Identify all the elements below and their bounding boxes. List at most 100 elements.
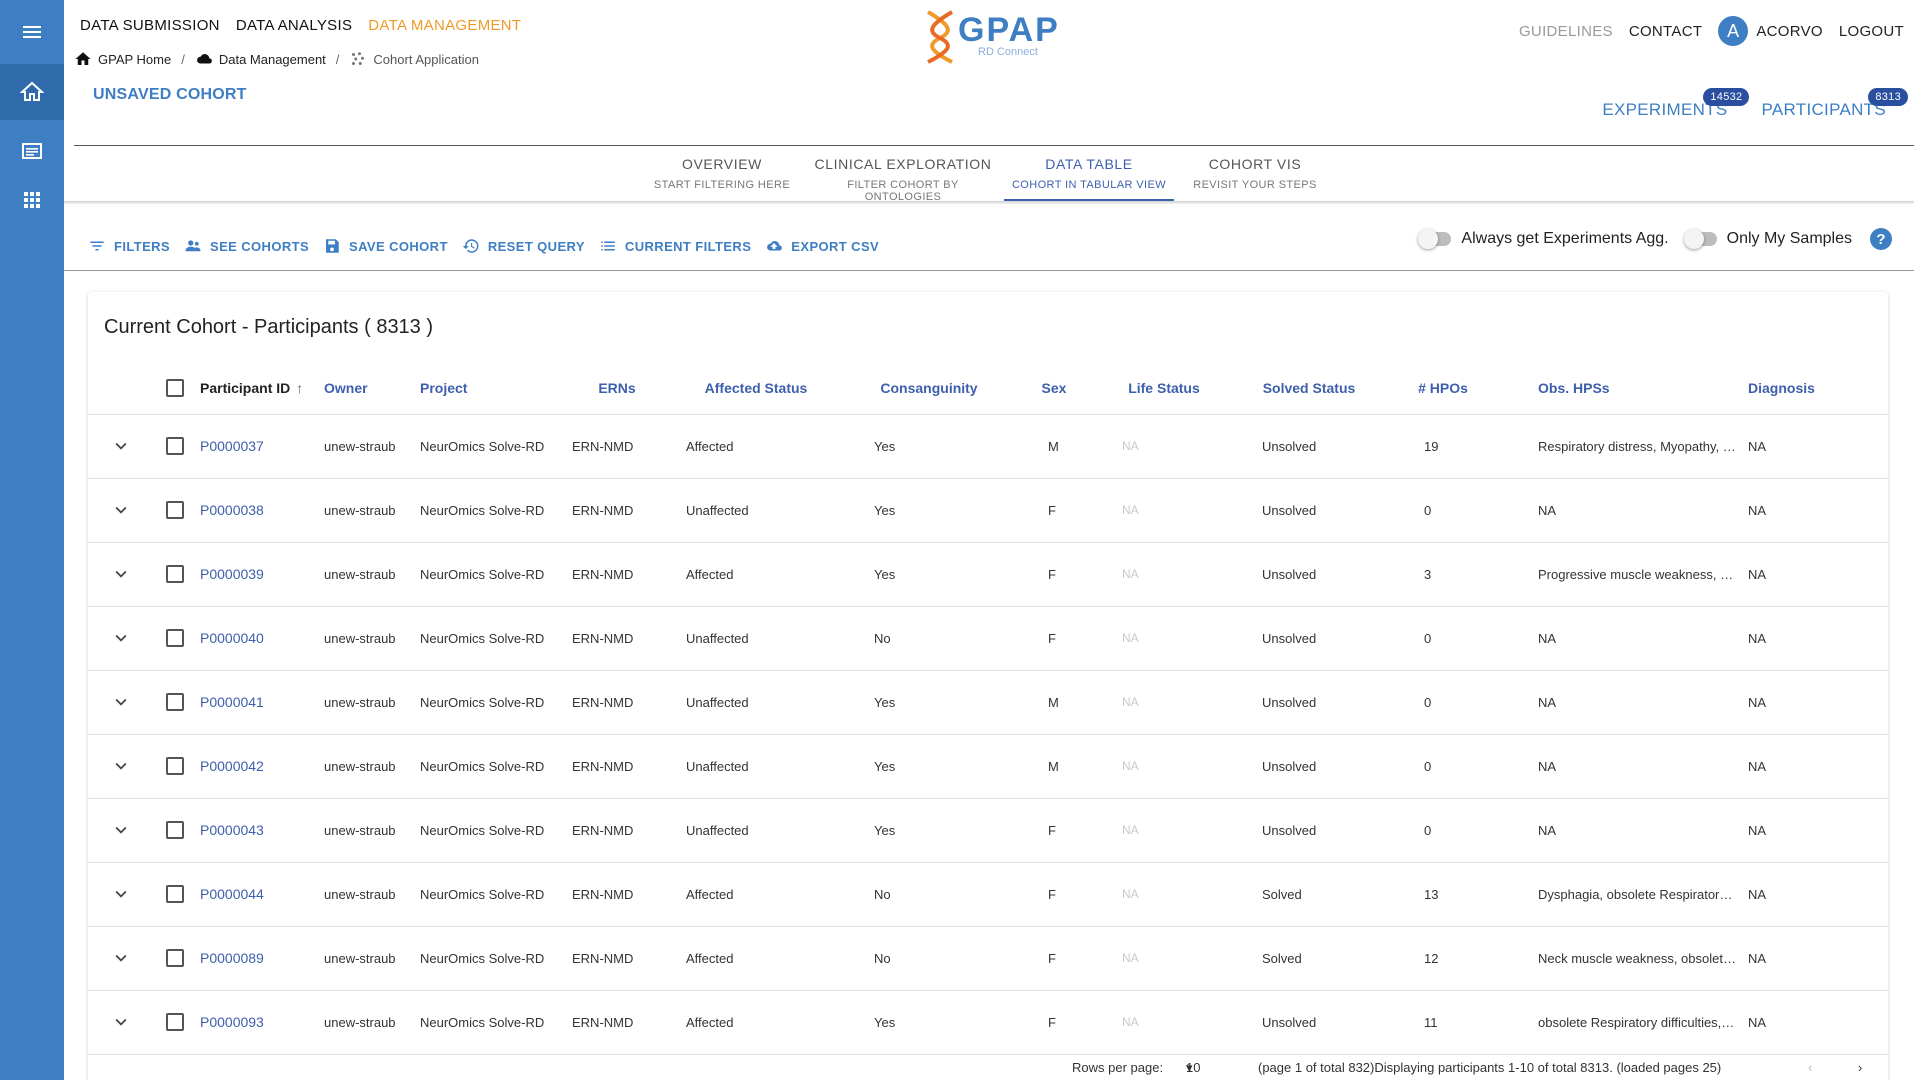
table-row[interactable]: P0000093 unew-straub NeurOmics Solve-RD ERN… — [88, 990, 1888, 1055]
table-row[interactable]: P0000041 unew-straub NeurOmics Solve-RD ERN… — [88, 670, 1888, 735]
see-cohorts-button[interactable]: SEE COHORTS — [184, 232, 309, 260]
experiments-agg-switch[interactable] — [1418, 229, 1452, 249]
participant-id-link[interactable]: P0000038 — [194, 478, 318, 543]
row-checkbox[interactable] — [166, 693, 184, 711]
menu-button[interactable] — [0, 0, 64, 64]
tab-cohort-vis[interactable]: COHORT VIS REVISIT YOUR STEPS — [1190, 146, 1320, 202]
participant-id-link[interactable]: P0000089 — [194, 926, 318, 991]
column-consanguinity[interactable]: Consanguinity — [844, 362, 1014, 415]
export-csv-button[interactable]: EXPORT CSV — [765, 232, 879, 260]
sort-ascending-icon[interactable]: ↑ — [296, 379, 304, 396]
breadcrumb-home[interactable]: GPAP Home — [74, 50, 171, 68]
column-participant-id[interactable]: Participant ID ↑ — [194, 362, 318, 415]
experiments-agg-toggle[interactable]: Always get Experiments Agg. — [1418, 229, 1669, 249]
cell-sex: F — [1014, 926, 1094, 991]
tab-clinical-exploration[interactable]: CLINICAL EXPLORATION FILTER COHORT BY ON… — [808, 146, 998, 203]
chevron-down-icon[interactable] — [110, 563, 132, 585]
contact-link[interactable]: CONTACT — [1628, 22, 1703, 40]
column-hpos[interactable]: # HPOs — [1384, 362, 1502, 415]
filters-button[interactable]: FILTERS — [88, 232, 170, 260]
top-nav: DATA SUBMISSION DATA ANALYSIS DATA MANAG… — [80, 17, 521, 34]
expand-cell — [88, 542, 160, 607]
column-obs-hpss[interactable]: Obs. HPSs — [1502, 362, 1742, 415]
table-row[interactable]: P0000089 unew-straub NeurOmics Solve-RD ERN… — [88, 926, 1888, 991]
column-project[interactable]: Project — [414, 362, 566, 415]
nav-data-submission[interactable]: DATA SUBMISSION — [80, 17, 220, 34]
table-row[interactable]: P0000043 unew-straub NeurOmics Solve-RD ERN… — [88, 798, 1888, 863]
save-cohort-button[interactable]: SAVE COHORT — [323, 232, 448, 260]
only-my-samples-switch[interactable] — [1683, 229, 1717, 249]
help-icon[interactable]: ? — [1870, 228, 1892, 250]
participants-counter[interactable]: PARTICIPANTS 8313 — [1761, 88, 1908, 120]
row-checkbox[interactable] — [166, 629, 184, 647]
chevron-down-icon[interactable] — [110, 691, 132, 713]
chevron-down-icon[interactable] — [110, 883, 132, 905]
tab-overview[interactable]: OVERVIEW START FILTERING HERE — [652, 146, 792, 202]
column-diagnosis[interactable]: Diagnosis — [1742, 362, 1888, 415]
table-row[interactable]: P0000044 unew-straub NeurOmics Solve-RD ERN… — [88, 862, 1888, 927]
experiments-counter[interactable]: EXPERIMENTS 14532 — [1602, 88, 1750, 120]
nav-data-analysis[interactable]: DATA ANALYSIS — [235, 17, 353, 34]
participant-id-link[interactable]: P0000043 — [194, 798, 318, 863]
reset-query-button[interactable]: RESET QUERY — [462, 232, 585, 260]
user-menu[interactable]: A ACORVO — [1718, 16, 1823, 46]
row-checkbox[interactable] — [166, 757, 184, 775]
row-checkbox[interactable] — [166, 565, 184, 583]
table-row[interactable]: P0000037 unew-straub NeurOmics Solve-RD ERN… — [88, 414, 1888, 479]
cell-affected-status: Affected — [668, 990, 844, 1055]
participant-id-link[interactable]: P0000040 — [194, 606, 318, 671]
cell-life-status: NA — [1094, 734, 1234, 799]
chevron-down-icon[interactable] — [110, 947, 132, 969]
participant-id-link[interactable]: P0000037 — [194, 414, 318, 479]
table-row[interactable]: P0000042 unew-straub NeurOmics Solve-RD ERN… — [88, 734, 1888, 799]
next-page-icon[interactable]: › — [1858, 1060, 1863, 1075]
nav-data-management[interactable]: DATA MANAGEMENT — [368, 17, 522, 34]
row-checkbox[interactable] — [166, 1013, 184, 1031]
sidebar-list-button[interactable] — [0, 128, 64, 176]
column-sex[interactable]: Sex — [1014, 362, 1094, 415]
column-owner[interactable]: Owner — [318, 362, 414, 415]
tab-data-table[interactable]: DATA TABLE COHORT IN TABULAR VIEW — [1004, 146, 1174, 202]
sidebar-home-button[interactable] — [0, 64, 64, 120]
chevron-down-icon[interactable] — [110, 435, 132, 457]
table-row[interactable]: P0000039 unew-straub NeurOmics Solve-RD ERN… — [88, 542, 1888, 607]
participants-badge: 8313 — [1868, 88, 1908, 106]
select-all-checkbox[interactable] — [166, 378, 184, 397]
cell-consanguinity: Yes — [844, 734, 1014, 799]
tab-cohort-vis-title: COHORT VIS — [1208, 156, 1302, 172]
participant-id-link[interactable]: P0000041 — [194, 670, 318, 735]
participant-id-link[interactable]: P0000093 — [194, 990, 318, 1055]
column-solved-status[interactable]: Solved Status — [1234, 362, 1384, 415]
chevron-down-icon[interactable] — [110, 627, 132, 649]
sidebar — [0, 0, 64, 1080]
participant-id-link[interactable]: P0000044 — [194, 862, 318, 927]
gpap-logo[interactable]: GPAP RD Connect — [920, 8, 1070, 64]
sidebar-apps-button[interactable] — [0, 176, 64, 224]
table-title: Current Cohort - Participants ( 8313 ) — [104, 316, 434, 338]
chevron-down-icon[interactable] — [110, 755, 132, 777]
guidelines-link[interactable]: GUIDELINES — [1518, 22, 1613, 40]
table-row[interactable]: P0000040 unew-straub NeurOmics Solve-RD ERN… — [88, 606, 1888, 671]
column-erns[interactable]: ERNs — [566, 362, 668, 415]
cell-owner: unew-straub — [318, 990, 414, 1055]
logout-link[interactable]: LOGOUT — [1838, 22, 1904, 40]
table-row[interactable]: P0000038 unew-straub NeurOmics Solve-RD ERN… — [88, 478, 1888, 543]
row-checkbox[interactable] — [166, 885, 184, 903]
participant-id-link[interactable]: P0000042 — [194, 734, 318, 799]
row-checkbox[interactable] — [166, 437, 184, 455]
logo-subtitle: RD Connect — [978, 46, 1038, 58]
current-filters-button[interactable]: CURRENT FILTERS — [599, 232, 751, 260]
only-my-samples-toggle[interactable]: Only My Samples — [1683, 229, 1852, 249]
chevron-down-icon[interactable] — [110, 1011, 132, 1033]
row-checkbox[interactable] — [166, 821, 184, 839]
prev-page-icon[interactable]: ‹ — [1808, 1060, 1813, 1075]
row-checkbox[interactable] — [166, 501, 184, 519]
chevron-down-icon[interactable] — [110, 819, 132, 841]
column-hpos-label: # HPOs — [1418, 379, 1468, 396]
column-affected-status[interactable]: Affected Status — [668, 362, 844, 415]
row-checkbox[interactable] — [166, 949, 184, 967]
breadcrumb-data-management[interactable]: Data Management — [195, 50, 326, 68]
chevron-down-icon[interactable] — [110, 499, 132, 521]
participant-id-link[interactable]: P0000039 — [194, 542, 318, 607]
column-life-status[interactable]: Life Status — [1094, 362, 1234, 415]
